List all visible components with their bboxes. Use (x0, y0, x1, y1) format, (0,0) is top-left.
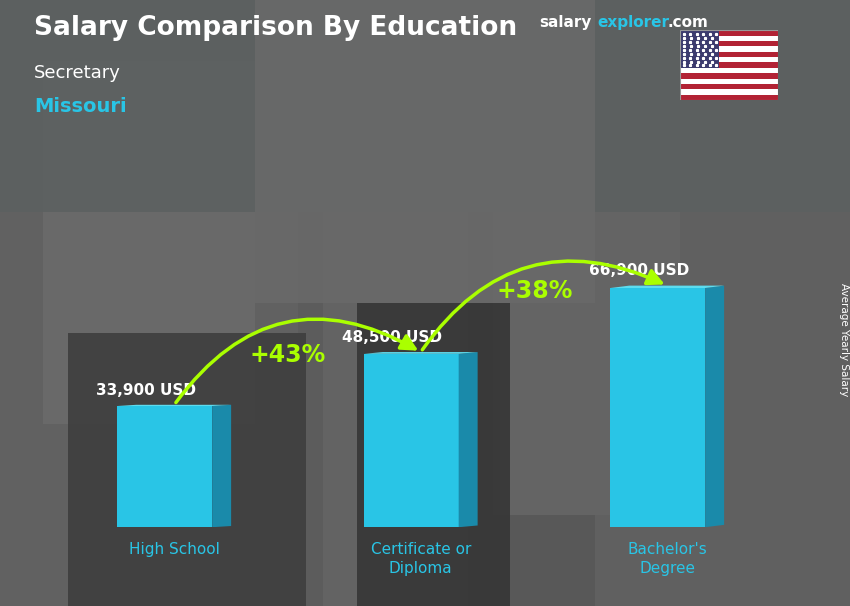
Polygon shape (364, 354, 459, 527)
Polygon shape (610, 288, 706, 527)
Bar (298, 0, 595, 606)
Text: 66,900 USD: 66,900 USD (589, 264, 689, 278)
Bar (680, 47, 778, 52)
Bar (680, 79, 778, 84)
Text: .com: .com (667, 15, 708, 30)
Bar (42, 61, 255, 424)
Bar (680, 30, 719, 68)
Bar (680, 57, 778, 62)
Bar (493, 121, 680, 515)
Polygon shape (706, 285, 724, 527)
Bar (0, 0, 323, 606)
Polygon shape (117, 405, 231, 406)
Bar (680, 62, 778, 68)
Bar (680, 41, 778, 47)
Polygon shape (117, 406, 212, 527)
Bar (680, 89, 778, 95)
Bar (468, 0, 850, 606)
Text: salary: salary (540, 15, 592, 30)
Bar (255, 0, 595, 303)
Bar (680, 30, 778, 36)
Text: 48,500 USD: 48,500 USD (343, 330, 442, 345)
Text: 33,900 USD: 33,900 USD (96, 382, 196, 398)
Polygon shape (610, 285, 724, 288)
Text: explorer: explorer (598, 15, 670, 30)
Text: Certificate or
Diploma: Certificate or Diploma (371, 542, 471, 576)
Text: High School: High School (129, 542, 219, 556)
Text: Missouri: Missouri (34, 97, 127, 116)
Text: Secretary: Secretary (34, 64, 121, 82)
Bar (680, 68, 778, 73)
Bar (680, 36, 778, 41)
Polygon shape (459, 352, 478, 527)
Text: +43%: +43% (250, 342, 326, 367)
Bar (680, 52, 778, 57)
Text: +38%: +38% (496, 279, 573, 302)
Bar (680, 95, 778, 100)
Bar (680, 84, 778, 89)
Bar (0, 0, 850, 212)
Bar (680, 73, 778, 79)
Polygon shape (364, 352, 478, 354)
Polygon shape (212, 405, 231, 527)
Text: Average Yearly Salary: Average Yearly Salary (839, 283, 849, 396)
Bar (68, 333, 306, 606)
Bar (357, 303, 510, 606)
Text: Bachelor's
Degree: Bachelor's Degree (627, 542, 707, 576)
Text: Salary Comparison By Education: Salary Comparison By Education (34, 15, 517, 41)
